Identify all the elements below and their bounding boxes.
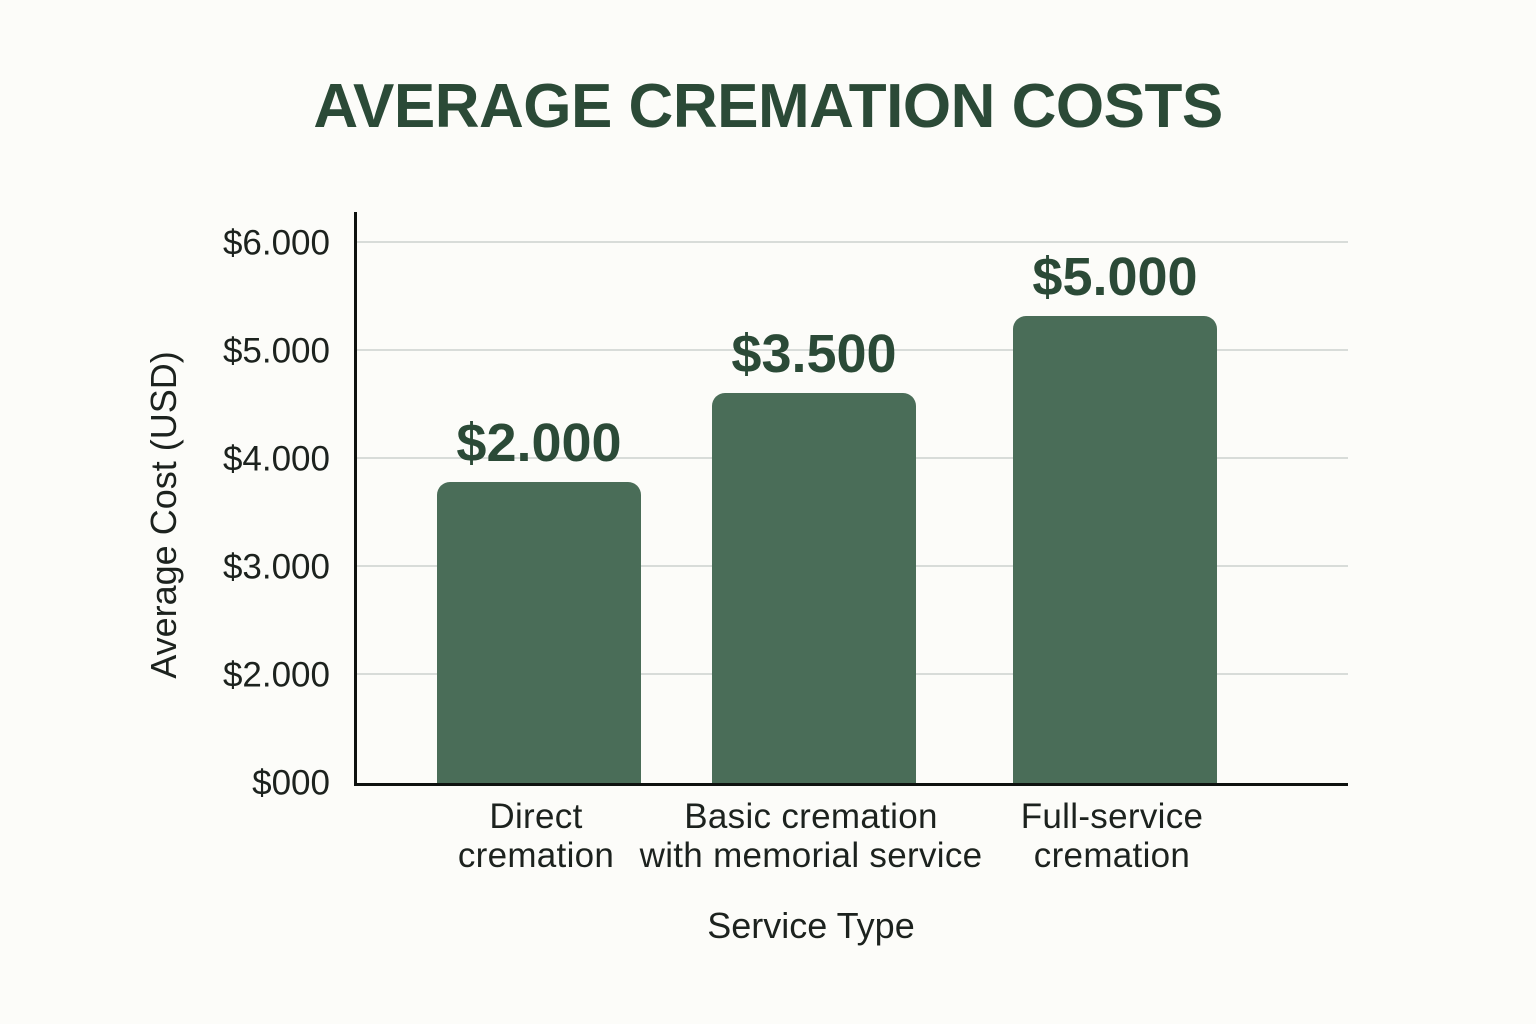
chart-title: AVERAGE CREMATION COSTS — [313, 72, 1223, 141]
y-axis-tick-label: $3.000 — [222, 547, 330, 587]
x-category-label: Basic cremation with memorial service — [639, 797, 983, 875]
y-axis-ticks: $000 $2.000 $3.000 $4.000 $5.000 $6.000 — [0, 212, 330, 801]
bar-1 — [437, 482, 641, 783]
y-axis-tick-label: $000 — [252, 763, 330, 803]
y-axis-tick-label: $4.000 — [222, 439, 330, 479]
y-axis-tick-label: $5.000 — [222, 331, 330, 371]
bar-value-label: $2.000 — [456, 413, 622, 473]
x-axis-title: Service Type — [707, 905, 915, 946]
y-axis-tick-label: $6.000 — [222, 223, 330, 263]
y-axis-tick-label: $2.000 — [222, 655, 330, 695]
x-category-label: Direct cremation — [457, 797, 615, 875]
gridline — [357, 241, 1348, 243]
bar-value-label: $5.000 — [1032, 247, 1198, 307]
bar-value-label: $3.500 — [731, 324, 897, 384]
bar-2 — [712, 393, 916, 783]
x-axis-category-labels: Direct cremation Basic cremation with mem… — [0, 797, 1536, 887]
plot-area: $2.000 $3.500 $5.000 — [354, 212, 1348, 786]
bar-3 — [1013, 316, 1217, 783]
x-category-label: Full-service cremation — [1020, 797, 1204, 875]
gridline — [357, 349, 1348, 351]
